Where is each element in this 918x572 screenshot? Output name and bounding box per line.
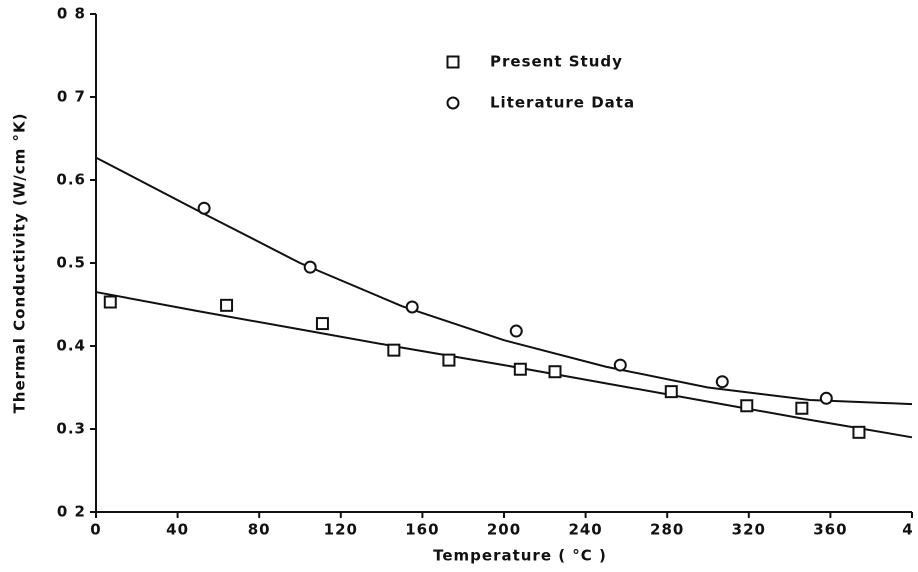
data-point	[715, 375, 729, 389]
x-tick-label: 360	[813, 521, 847, 539]
data-point	[852, 425, 866, 439]
y-tick-label: 0.5	[56, 254, 86, 272]
x-tick-label: 280	[650, 521, 684, 539]
y-axis-title: Thermal Conductivity (W/cm °K)	[11, 113, 29, 414]
y-tick-label: 0 2	[57, 503, 86, 521]
x-tick-label: 80	[248, 521, 271, 539]
data-point	[740, 399, 754, 413]
data-point	[220, 298, 234, 312]
y-tick-label: 0 8	[57, 5, 86, 23]
legend-label: Literature Data	[490, 94, 635, 112]
legend-label: Present Study	[490, 53, 623, 71]
data-point	[819, 391, 833, 405]
data-point	[315, 317, 329, 331]
data-point	[548, 365, 562, 379]
x-tick-label: 0	[90, 521, 101, 539]
data-point	[442, 353, 456, 367]
legend-marker	[446, 55, 460, 69]
x-tick-label: 200	[487, 521, 521, 539]
y-tick-label: 0 7	[57, 88, 86, 106]
data-point	[795, 401, 809, 415]
y-tick-label: 0.6	[56, 171, 86, 189]
x-tick-label: 320	[732, 521, 766, 539]
legend-marker	[446, 96, 460, 110]
y-tick-label: 0.3	[56, 420, 86, 438]
x-axis-title: Temperature ( °C )	[433, 547, 607, 565]
data-point	[405, 300, 419, 314]
data-point	[103, 295, 117, 309]
data-point	[197, 201, 211, 215]
x-tick-label: 4	[902, 521, 913, 539]
x-tick-label: 240	[568, 521, 602, 539]
data-point	[513, 362, 527, 376]
data-point	[387, 343, 401, 357]
data-point	[613, 358, 627, 372]
data-point	[664, 385, 678, 399]
x-tick-label: 160	[405, 521, 439, 539]
fit-line	[95, 156, 913, 406]
data-point	[303, 260, 317, 274]
x-tick-label: 120	[324, 521, 358, 539]
x-tick-label: 40	[166, 521, 189, 539]
fit-line	[95, 291, 913, 439]
data-point	[509, 324, 523, 338]
y-tick-label: 0.4	[56, 337, 86, 355]
